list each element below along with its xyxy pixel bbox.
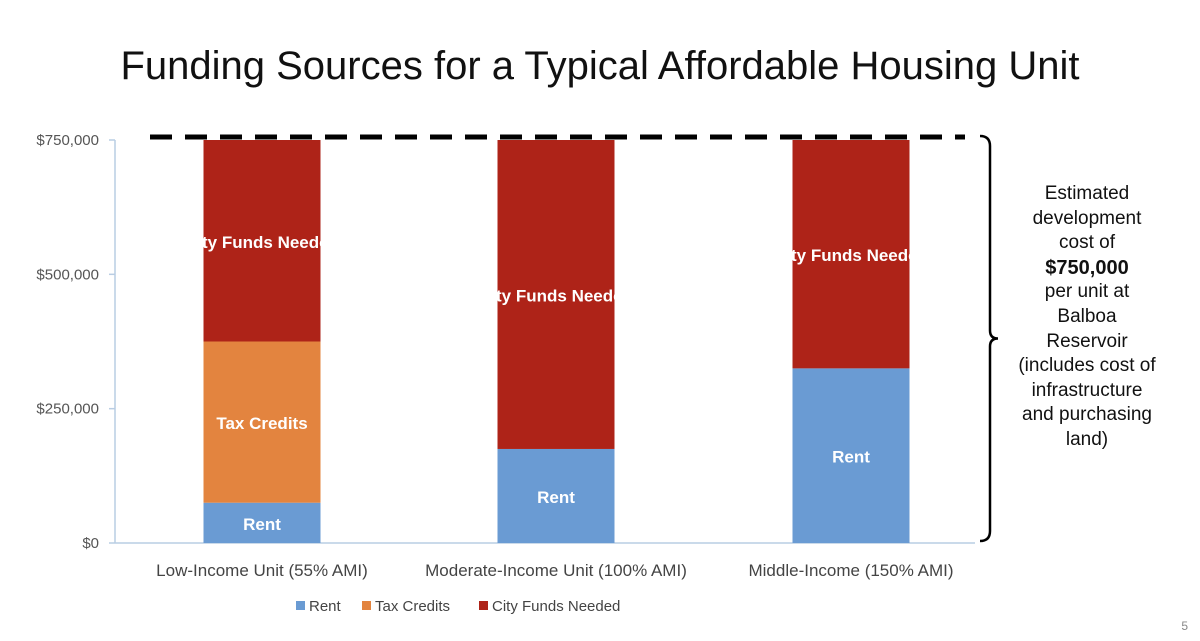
bars-layer xyxy=(203,140,910,543)
legend-label: City Funds Needed xyxy=(492,598,620,615)
annotation-line: Balboa xyxy=(1057,305,1117,327)
bar-segment-rent xyxy=(203,502,321,543)
y-tick-label: $250,000 xyxy=(36,401,99,418)
annotation-line: per unit at xyxy=(1044,281,1130,303)
data-label: City Funds Needed xyxy=(774,246,928,265)
data-label: Tax Credits xyxy=(216,414,307,433)
data-label-group: Rent xyxy=(537,488,575,507)
data-label: Rent xyxy=(832,448,870,467)
legend-label: Tax Credits xyxy=(375,598,450,615)
bar-segment-rent xyxy=(792,368,910,543)
annotation-cost: $750,000 xyxy=(1045,256,1129,279)
cost-annotation: Estimated development cost of $750,000 p… xyxy=(1002,182,1172,453)
data-label: Rent xyxy=(243,515,281,534)
annotation-line: infrastructure xyxy=(1031,379,1143,401)
y-tick-label: $750,000 xyxy=(36,132,99,149)
curly-brace xyxy=(979,134,999,543)
bar-segment-rent xyxy=(497,448,615,543)
data-label-group: Rent xyxy=(243,515,281,534)
reference-line-layer xyxy=(150,134,999,543)
bar-segment-city-funds xyxy=(497,140,615,449)
x-tick-label: Moderate-Income Unit (100% AMI) xyxy=(425,561,687,580)
bar-segment-tax-credits xyxy=(203,341,321,503)
page-title: Funding Sources for a Typical Affordable… xyxy=(120,44,1080,88)
data-label-group: City Funds Needed xyxy=(185,233,339,252)
legend-swatch-city-funds xyxy=(479,601,488,610)
legend-label: Rent xyxy=(309,598,342,615)
annotation-line: Estimated xyxy=(1044,183,1130,204)
data-label-group: City Funds Needed xyxy=(774,246,928,265)
y-tick-label: $0 xyxy=(82,535,99,552)
x-tick-label: Low-Income Unit (55% AMI) xyxy=(156,561,368,580)
legend-swatch-tax-credits xyxy=(362,601,371,610)
data-label-group: Rent xyxy=(832,448,870,467)
bar-labels-layer: Rent Tax Credits City Funds Needed Rent City… xyxy=(185,233,928,534)
legend-swatch-rent xyxy=(296,601,305,610)
bar-segment-city-funds xyxy=(203,140,321,342)
annotation-line: (includes cost of xyxy=(1018,355,1156,377)
legend: Rent Tax Credits City Funds Needed xyxy=(296,598,620,615)
page-number: 5 xyxy=(1181,619,1188,633)
x-tick-label: Middle-Income (150% AMI) xyxy=(748,561,953,580)
annotation-line: cost of xyxy=(1059,232,1115,254)
data-label: City Funds Needed xyxy=(185,233,339,252)
data-label: City Funds Needed xyxy=(479,286,633,305)
data-label-group: City Funds Needed xyxy=(479,286,633,305)
annotation-line: Reservoir xyxy=(1046,330,1128,352)
y-tick-label: $500,000 xyxy=(36,266,99,283)
annotation-line: and purchasing xyxy=(1022,404,1152,426)
annotation-line: land) xyxy=(1065,428,1109,450)
annotation-line: development xyxy=(1032,207,1142,229)
bar-segment-city-funds xyxy=(792,140,910,369)
data-label: Rent xyxy=(537,488,575,507)
data-label-group: Tax Credits xyxy=(216,414,307,433)
